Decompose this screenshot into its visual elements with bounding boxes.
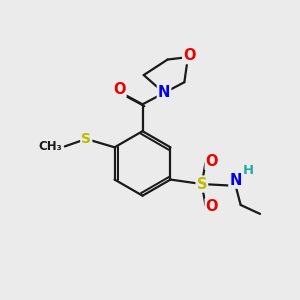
Text: CH₃: CH₃ [39, 140, 62, 153]
Text: O: O [113, 82, 125, 97]
Text: O: O [206, 199, 218, 214]
Text: N: N [158, 85, 170, 100]
Text: S: S [81, 132, 91, 146]
Text: N: N [230, 173, 242, 188]
Text: S: S [196, 176, 207, 191]
Text: O: O [206, 154, 218, 169]
Text: H: H [242, 164, 254, 177]
Text: O: O [183, 48, 196, 63]
